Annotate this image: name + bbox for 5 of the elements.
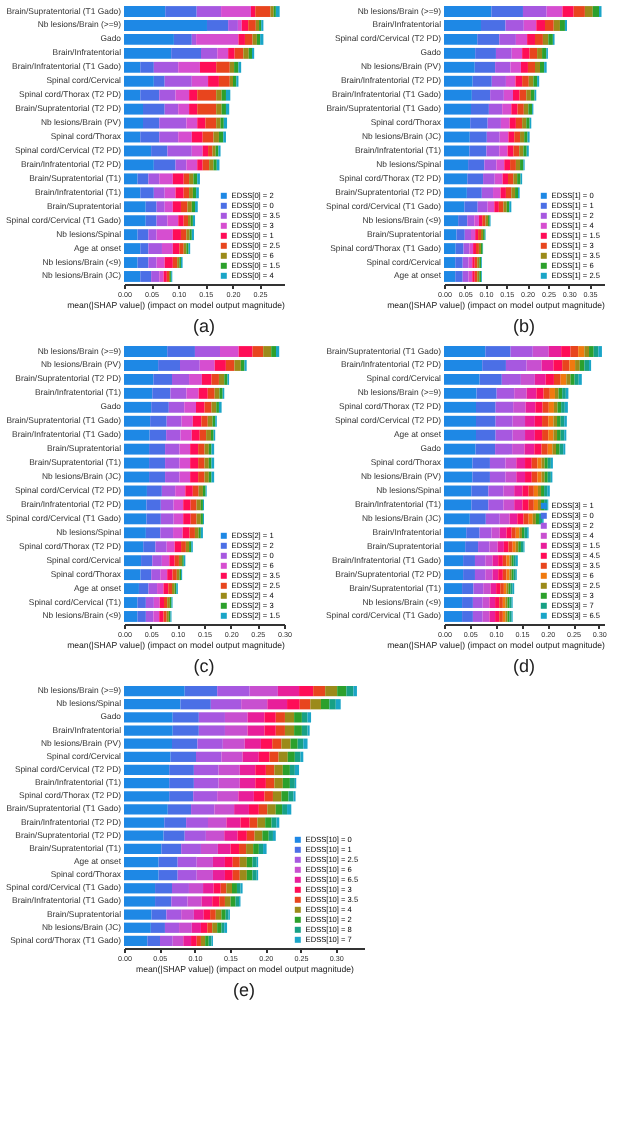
text: (b) (513, 315, 535, 336)
text: (a) (193, 315, 215, 336)
text: (e) (233, 979, 255, 1000)
text: (d) (513, 655, 535, 676)
text: (c) (193, 655, 215, 676)
